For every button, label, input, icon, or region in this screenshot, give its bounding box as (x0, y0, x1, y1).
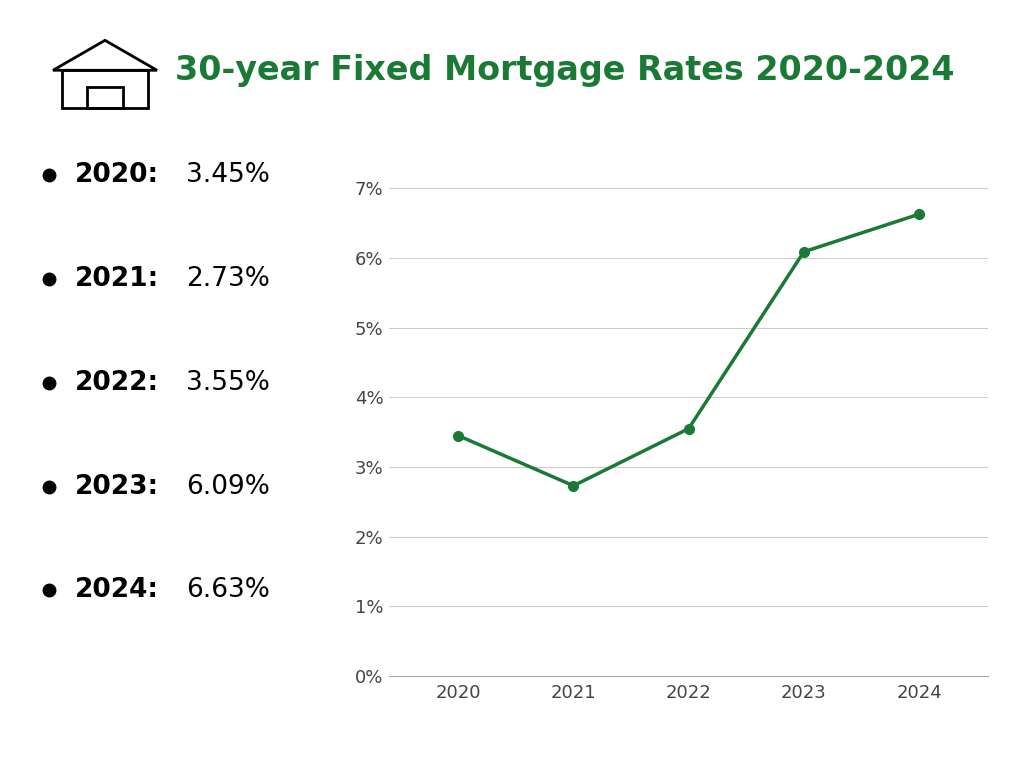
Text: 2023:: 2023: (75, 474, 159, 499)
Text: 6.63%: 6.63% (186, 578, 270, 604)
Text: 2024:: 2024: (75, 578, 159, 604)
Text: 3.55%: 3.55% (186, 370, 270, 396)
Text: 2021:: 2021: (75, 266, 159, 292)
Text: 2022:: 2022: (75, 370, 159, 396)
Text: 2.73%: 2.73% (186, 266, 270, 292)
Text: 30-year Fixed Mortgage Rates 2020-2024: 30-year Fixed Mortgage Rates 2020-2024 (175, 54, 954, 87)
Text: 6.09%: 6.09% (186, 474, 270, 499)
Text: 2020:: 2020: (75, 162, 159, 188)
Text: 3.45%: 3.45% (186, 162, 270, 188)
